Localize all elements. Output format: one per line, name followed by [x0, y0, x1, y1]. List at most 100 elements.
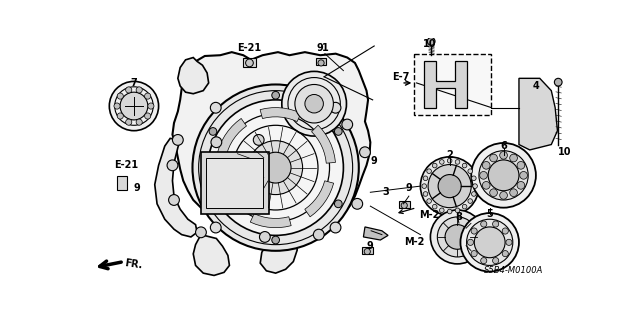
- Circle shape: [423, 176, 428, 181]
- Circle shape: [447, 159, 452, 163]
- Circle shape: [335, 200, 342, 208]
- Circle shape: [364, 249, 371, 255]
- Text: 9: 9: [367, 241, 374, 251]
- Circle shape: [471, 228, 477, 234]
- Circle shape: [423, 192, 428, 196]
- Polygon shape: [305, 181, 333, 217]
- Text: 4: 4: [532, 81, 540, 91]
- Circle shape: [462, 204, 467, 209]
- Circle shape: [483, 161, 490, 169]
- Circle shape: [109, 81, 159, 131]
- Circle shape: [502, 250, 508, 257]
- Circle shape: [282, 71, 346, 136]
- Circle shape: [488, 160, 519, 191]
- Polygon shape: [218, 118, 246, 154]
- Text: 10: 10: [423, 40, 436, 49]
- Circle shape: [440, 208, 444, 212]
- Circle shape: [473, 184, 477, 189]
- Circle shape: [249, 141, 303, 195]
- Text: 9: 9: [134, 183, 140, 193]
- Polygon shape: [424, 61, 467, 108]
- Circle shape: [517, 161, 525, 169]
- Text: E-21: E-21: [114, 160, 138, 170]
- Text: FR.: FR.: [124, 258, 143, 270]
- Circle shape: [502, 228, 508, 234]
- Circle shape: [335, 128, 342, 135]
- Polygon shape: [250, 214, 291, 228]
- Circle shape: [437, 217, 477, 257]
- Bar: [201, 152, 269, 214]
- Circle shape: [209, 200, 217, 208]
- Polygon shape: [364, 227, 388, 240]
- Circle shape: [483, 182, 490, 189]
- Circle shape: [168, 195, 179, 205]
- Circle shape: [136, 119, 142, 125]
- Circle shape: [420, 157, 479, 215]
- Text: 10: 10: [559, 147, 572, 157]
- Circle shape: [427, 169, 431, 174]
- Circle shape: [360, 147, 371, 158]
- Text: 9: 9: [371, 157, 378, 167]
- Circle shape: [468, 199, 472, 204]
- Circle shape: [246, 59, 253, 67]
- Bar: [399, 201, 410, 208]
- Circle shape: [481, 257, 487, 264]
- Circle shape: [480, 172, 488, 179]
- Circle shape: [472, 176, 476, 181]
- Circle shape: [440, 160, 444, 164]
- Circle shape: [467, 239, 474, 245]
- Circle shape: [506, 239, 512, 245]
- Polygon shape: [178, 57, 209, 94]
- Circle shape: [493, 221, 499, 227]
- Circle shape: [211, 137, 221, 148]
- Circle shape: [433, 163, 437, 168]
- FancyBboxPatch shape: [414, 54, 492, 115]
- Circle shape: [520, 172, 527, 179]
- Circle shape: [472, 192, 476, 196]
- Circle shape: [196, 227, 206, 238]
- Circle shape: [500, 152, 508, 159]
- Circle shape: [428, 165, 471, 208]
- Circle shape: [318, 60, 324, 66]
- Circle shape: [455, 160, 460, 164]
- Circle shape: [148, 103, 154, 109]
- Circle shape: [211, 222, 221, 233]
- Circle shape: [272, 236, 280, 244]
- Circle shape: [342, 119, 353, 130]
- Circle shape: [330, 222, 341, 233]
- Circle shape: [447, 209, 452, 214]
- Text: M-2: M-2: [419, 210, 440, 220]
- Circle shape: [272, 92, 280, 99]
- Circle shape: [295, 85, 333, 123]
- Circle shape: [125, 119, 132, 125]
- Circle shape: [509, 154, 517, 162]
- Bar: [362, 247, 372, 254]
- Text: E-21: E-21: [237, 42, 262, 53]
- Circle shape: [467, 219, 513, 265]
- Bar: [206, 158, 263, 208]
- Circle shape: [167, 160, 178, 171]
- Polygon shape: [172, 52, 371, 242]
- Circle shape: [145, 93, 151, 99]
- Circle shape: [117, 93, 124, 99]
- Circle shape: [490, 154, 497, 162]
- Circle shape: [401, 202, 407, 208]
- Text: 7: 7: [131, 78, 138, 88]
- Circle shape: [509, 189, 517, 197]
- Circle shape: [481, 221, 487, 227]
- Circle shape: [260, 152, 291, 183]
- Circle shape: [493, 257, 499, 264]
- Circle shape: [517, 182, 525, 189]
- Circle shape: [352, 198, 363, 209]
- Circle shape: [462, 163, 467, 168]
- Circle shape: [427, 199, 431, 204]
- Text: 9: 9: [406, 183, 412, 193]
- Polygon shape: [216, 172, 240, 210]
- Circle shape: [114, 103, 120, 109]
- Circle shape: [500, 191, 508, 199]
- Text: 9: 9: [317, 42, 324, 53]
- Circle shape: [330, 102, 341, 113]
- Text: 5: 5: [486, 209, 493, 219]
- Circle shape: [259, 232, 270, 242]
- Circle shape: [445, 225, 470, 249]
